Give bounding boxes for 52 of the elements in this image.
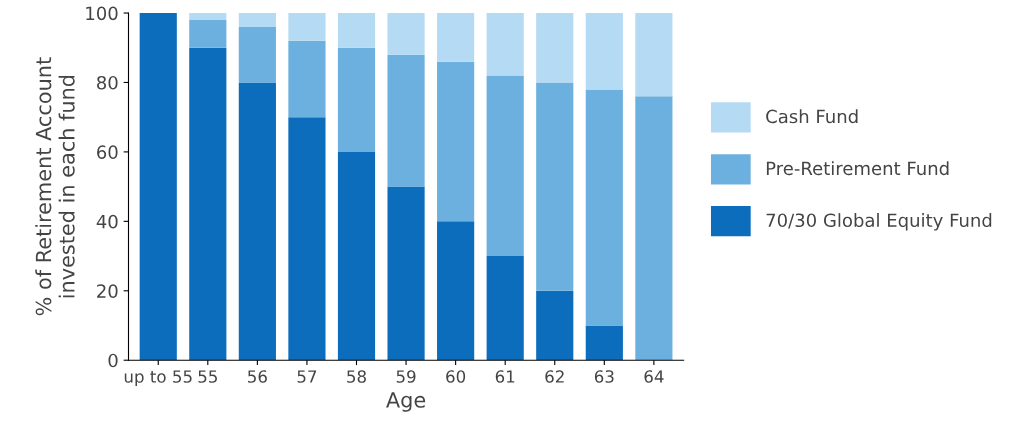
x-tick-label: 57 bbox=[297, 370, 317, 383]
x-tick-label: 61 bbox=[495, 370, 515, 383]
x-tick-label: 56 bbox=[248, 370, 267, 383]
y-axis-title: % of Retirement Account invested in each fund bbox=[35, 57, 75, 316]
y-tick-label: 100 bbox=[86, 6, 118, 21]
legend-label: 70/30 Global Equity Fund bbox=[766, 213, 992, 231]
x-axis-title: Age bbox=[386, 392, 426, 412]
bar bbox=[238, 13, 276, 27]
bar bbox=[387, 13, 425, 55]
x-tick-label: 62 bbox=[545, 370, 564, 383]
bar bbox=[337, 13, 376, 48]
x-tick-label: 63 bbox=[594, 370, 614, 383]
y-tick-label: 40 bbox=[96, 214, 118, 229]
bar bbox=[387, 186, 425, 361]
y-tick-label: 80 bbox=[97, 75, 118, 90]
x-tick-label: 64 bbox=[644, 370, 664, 383]
bar bbox=[189, 13, 227, 20]
x-tick-label: up to 55 bbox=[124, 370, 192, 387]
y-tick-label: 60 bbox=[97, 145, 118, 160]
bar bbox=[536, 290, 574, 361]
bar bbox=[238, 26, 276, 83]
bar bbox=[585, 325, 623, 361]
bar bbox=[288, 13, 326, 41]
x-tick-label: 60 bbox=[446, 370, 466, 383]
bar bbox=[635, 13, 673, 97]
x-tick-label: 58 bbox=[347, 370, 366, 383]
bar bbox=[585, 89, 623, 326]
bar bbox=[486, 13, 524, 76]
bar bbox=[387, 54, 425, 187]
x-tick-label: 59 bbox=[396, 370, 416, 383]
legend-label: Cash Fund bbox=[766, 109, 858, 124]
bar bbox=[486, 256, 524, 361]
legend-label: Pre-Retirement Fund bbox=[766, 161, 949, 176]
bar bbox=[189, 19, 227, 48]
bar bbox=[536, 13, 574, 83]
bar bbox=[337, 47, 376, 152]
bar bbox=[139, 13, 177, 361]
bar bbox=[437, 221, 475, 361]
x-tick-label: 55 bbox=[198, 370, 217, 383]
y-tick-label: 20 bbox=[97, 284, 118, 298]
bar bbox=[288, 117, 326, 361]
bar bbox=[189, 47, 227, 361]
bar bbox=[536, 82, 574, 291]
bar bbox=[288, 40, 326, 118]
bar bbox=[437, 13, 475, 62]
bar bbox=[486, 75, 524, 257]
y-tick-label: 0 bbox=[108, 353, 118, 368]
bar bbox=[585, 13, 623, 90]
bar bbox=[238, 82, 276, 361]
bar bbox=[635, 96, 673, 361]
bar bbox=[337, 151, 376, 361]
bar bbox=[437, 61, 475, 222]
